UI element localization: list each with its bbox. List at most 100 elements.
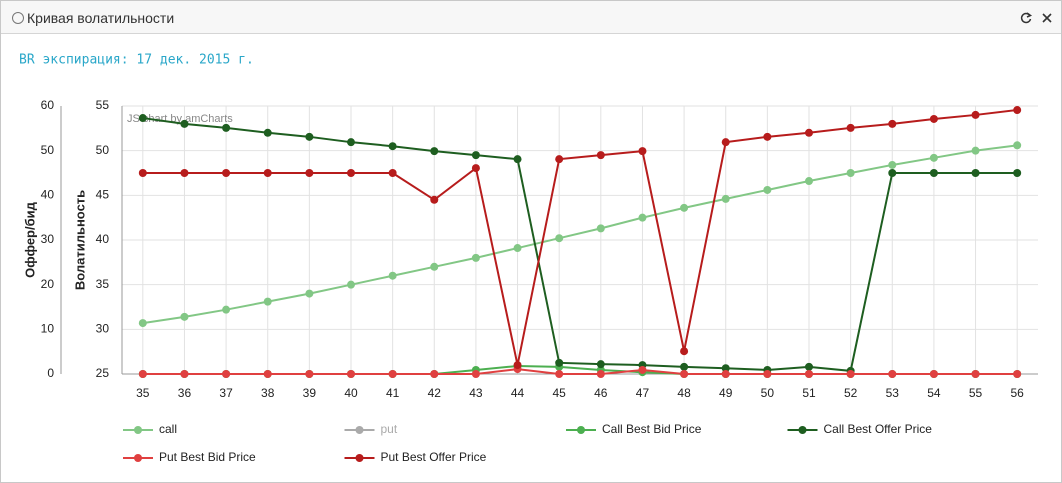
point <box>180 169 189 177</box>
point <box>180 119 189 128</box>
point <box>638 213 647 222</box>
point <box>1013 169 1022 177</box>
x-tick-label: 47 <box>636 386 650 400</box>
point <box>888 169 897 177</box>
series-line <box>142 368 1018 375</box>
y-tick-label: 30 <box>41 232 55 246</box>
legend-label: Put Best Bid Price <box>159 450 256 464</box>
x-tick-label: 55 <box>969 386 983 400</box>
series-line <box>142 109 1018 366</box>
x-tick-label: 41 <box>386 386 400 400</box>
status-icon <box>12 12 24 24</box>
y-tick-label: 10 <box>41 322 55 336</box>
point <box>763 185 772 194</box>
x-tick-label: 42 <box>428 386 442 400</box>
point <box>1013 141 1022 150</box>
point <box>929 114 938 123</box>
close-button[interactable] <box>1040 11 1054 25</box>
x-tick-label: 50 <box>761 386 775 400</box>
point <box>180 312 189 321</box>
point <box>305 370 314 378</box>
point <box>555 234 564 243</box>
point <box>971 146 980 155</box>
y2-tick-label: 30 <box>96 322 110 336</box>
point <box>430 195 439 204</box>
point <box>555 358 564 367</box>
point <box>138 114 147 123</box>
y-tick-label: 60 <box>41 98 55 112</box>
y2-tick-label: 35 <box>96 277 110 291</box>
point <box>721 364 730 373</box>
point <box>222 169 231 177</box>
x-tick-label: 51 <box>802 386 816 400</box>
legend-marker <box>134 454 142 462</box>
point <box>971 169 980 177</box>
point <box>138 370 147 378</box>
point <box>471 253 480 262</box>
point <box>263 128 272 137</box>
point <box>347 169 355 177</box>
point <box>513 361 522 370</box>
x-tick-label: 36 <box>178 386 192 400</box>
point <box>680 203 689 212</box>
point <box>430 370 439 378</box>
point <box>888 119 897 128</box>
point <box>430 147 439 156</box>
point <box>138 169 147 177</box>
point <box>596 224 605 233</box>
x-tick-label: 45 <box>553 386 567 400</box>
point <box>596 360 605 369</box>
watermark: JS chart by amCharts <box>127 113 233 125</box>
point <box>680 362 689 371</box>
legend-marker <box>577 426 585 434</box>
x-tick-label: 52 <box>844 386 858 400</box>
y-tick-label: 20 <box>41 277 55 291</box>
point <box>929 370 938 378</box>
x-tick-label: 39 <box>303 386 317 400</box>
point <box>721 370 730 378</box>
point <box>680 347 689 356</box>
point <box>388 142 397 151</box>
point <box>721 194 730 203</box>
chart: BR экспирация: 17 дек. 2015 г. Оффер/бид В… <box>19 53 1038 464</box>
y2-tick-label: 25 <box>96 366 110 380</box>
point <box>1013 106 1022 115</box>
point <box>846 370 855 378</box>
point <box>471 151 480 160</box>
series-line <box>142 364 1018 375</box>
y2-tick-label: 55 <box>96 98 110 112</box>
y-tick-label: 40 <box>41 188 55 202</box>
point <box>763 132 772 141</box>
point <box>471 164 480 173</box>
point <box>305 289 314 298</box>
point <box>347 280 355 289</box>
point <box>929 153 938 162</box>
point <box>888 160 897 169</box>
x-tick-label: 49 <box>719 386 733 400</box>
x-tick-label: 35 <box>136 386 150 400</box>
point <box>721 138 730 147</box>
point <box>388 370 397 378</box>
point <box>430 262 439 271</box>
point <box>638 365 647 374</box>
point <box>305 169 314 177</box>
point <box>596 151 605 160</box>
point <box>513 244 522 253</box>
point <box>638 147 647 156</box>
point <box>805 128 813 137</box>
point <box>263 297 272 306</box>
point <box>555 155 564 164</box>
series-line <box>142 117 1018 372</box>
point <box>846 123 855 132</box>
refresh-button[interactable] <box>1019 11 1033 25</box>
legend-label: Put Best Offer Price <box>381 450 487 464</box>
x-tick-label: 54 <box>927 386 941 400</box>
point <box>513 155 522 164</box>
y2-axis-title: Волатильность <box>72 190 87 290</box>
x-tick-label: 37 <box>219 386 233 400</box>
y-axis-title: Оффер/бид <box>22 201 37 277</box>
point <box>888 370 897 378</box>
legend-marker <box>355 454 364 462</box>
point <box>388 271 397 280</box>
